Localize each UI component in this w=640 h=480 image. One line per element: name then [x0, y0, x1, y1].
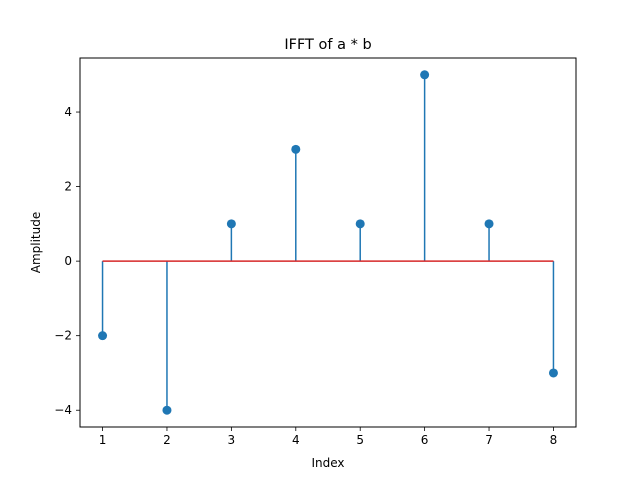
x-tick-label: 5	[356, 433, 364, 447]
y-axis-label: Amplitude	[29, 212, 43, 274]
y-tick-label: 2	[64, 180, 72, 194]
stem-marker	[420, 70, 430, 80]
stem-marker	[548, 368, 558, 378]
x-tick-label: 7	[485, 433, 493, 447]
y-axis: −4 −2 0 2 4	[54, 105, 80, 417]
stem-marker	[162, 405, 172, 415]
y-tick-label: −4	[54, 403, 72, 417]
stem-marker	[484, 219, 494, 229]
x-axis: 1 2 3 4 5 6 7 8	[99, 427, 558, 447]
axes-frame	[79, 57, 577, 428]
x-tick-label: 8	[550, 433, 558, 447]
y-tick-label: 0	[64, 254, 72, 268]
chart-title: IFFT of a * b	[284, 37, 371, 53]
x-tick-label: 1	[99, 433, 107, 447]
x-tick-label: 6	[421, 433, 429, 447]
x-tick-label: 2	[163, 433, 171, 447]
y-tick-label: 4	[64, 105, 72, 119]
y-tick-label: −2	[54, 329, 72, 343]
stem-marker	[355, 219, 365, 229]
stem-marker	[291, 144, 301, 154]
x-axis-label: Index	[311, 456, 344, 470]
stem-marker	[226, 219, 236, 229]
x-tick-label: 4	[292, 433, 300, 447]
x-tick-label: 3	[228, 433, 236, 447]
stem-marker	[98, 331, 108, 341]
plot-area	[98, 70, 558, 415]
